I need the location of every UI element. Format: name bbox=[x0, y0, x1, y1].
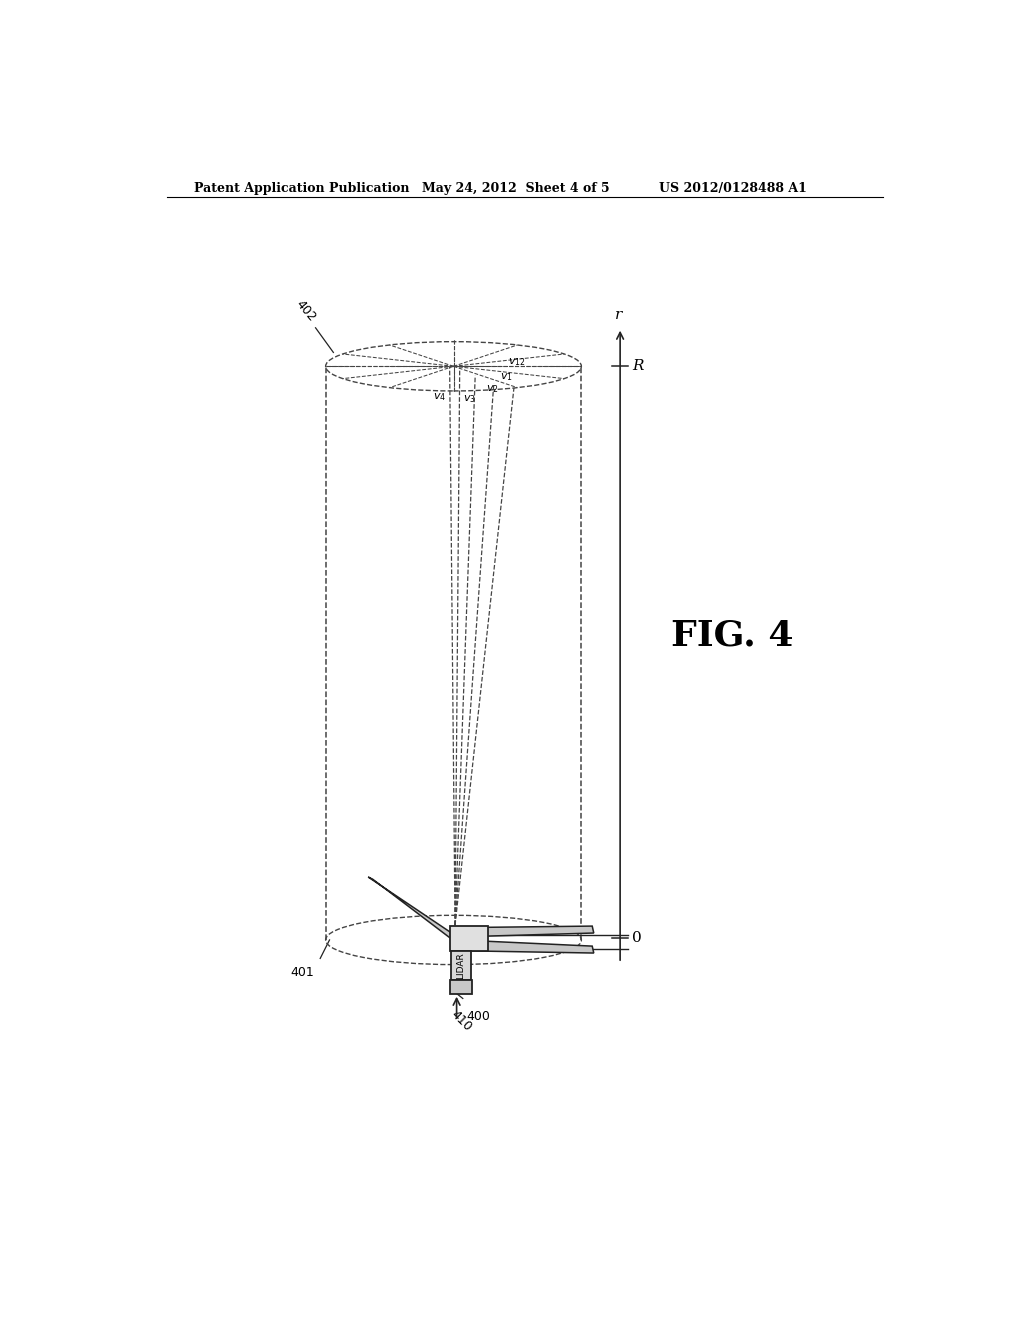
Text: FIG. 4: FIG. 4 bbox=[672, 619, 794, 653]
Text: $v_4$: $v_4$ bbox=[433, 391, 446, 403]
Text: $v_2$: $v_2$ bbox=[485, 384, 499, 395]
Polygon shape bbox=[459, 927, 594, 937]
Text: 0: 0 bbox=[632, 932, 641, 945]
Bar bbox=[450, 927, 488, 950]
Text: 401: 401 bbox=[291, 966, 314, 979]
Text: $v_3$: $v_3$ bbox=[463, 393, 475, 404]
Text: $v_{12}$: $v_{12}$ bbox=[508, 356, 526, 368]
Text: Patent Application Publication: Patent Application Publication bbox=[194, 182, 410, 194]
Text: 402: 402 bbox=[293, 297, 318, 325]
Text: May 24, 2012  Sheet 4 of 5: May 24, 2012 Sheet 4 of 5 bbox=[423, 182, 610, 194]
Text: LIDAR: LIDAR bbox=[457, 952, 465, 978]
Bar bbox=[452, 950, 471, 979]
Text: 400: 400 bbox=[466, 1010, 489, 1023]
Text: US 2012/0128488 A1: US 2012/0128488 A1 bbox=[658, 182, 807, 194]
Polygon shape bbox=[369, 876, 453, 940]
Polygon shape bbox=[459, 940, 594, 953]
Text: r: r bbox=[615, 308, 623, 322]
Text: 410: 410 bbox=[449, 1007, 474, 1034]
Text: $v_1$: $v_1$ bbox=[500, 371, 513, 383]
Bar bbox=[450, 979, 472, 994]
Text: R: R bbox=[632, 359, 643, 374]
